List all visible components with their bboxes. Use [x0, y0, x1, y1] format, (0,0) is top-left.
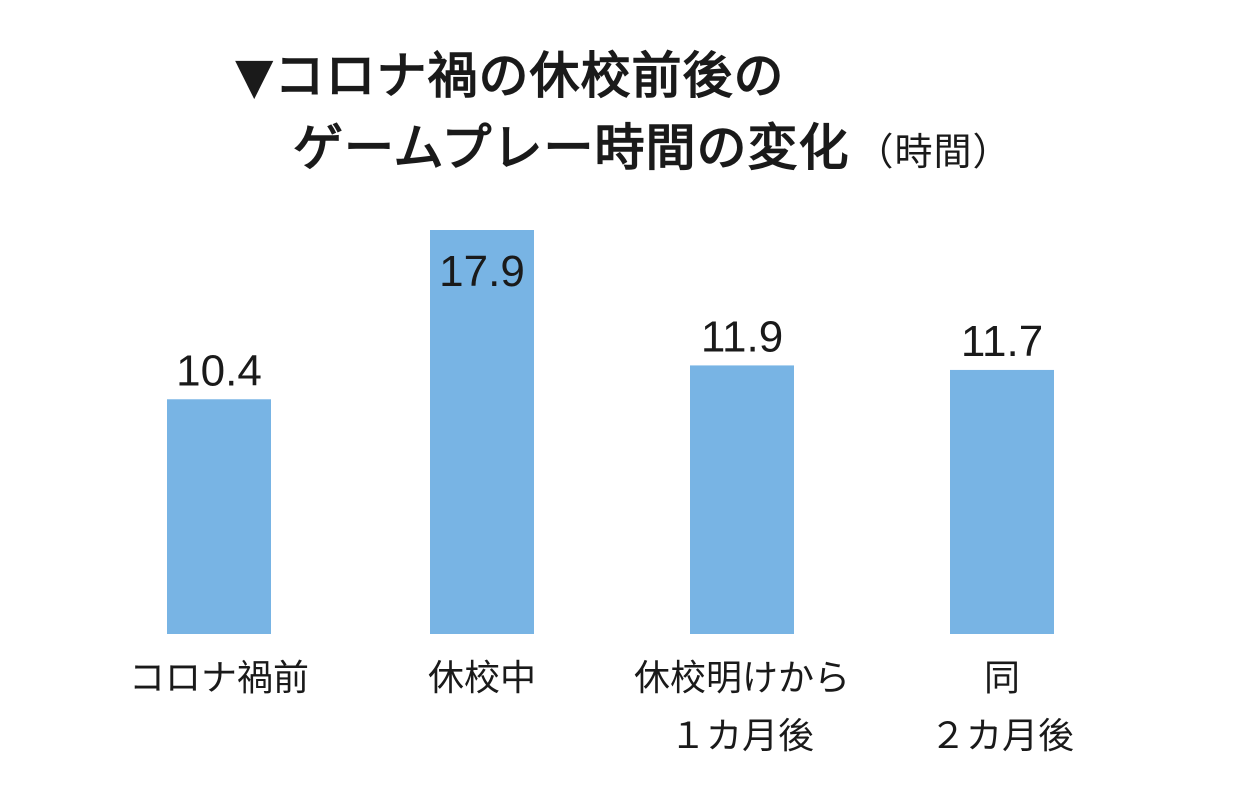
category-label-2-1: １カ月後: [670, 716, 814, 757]
category-label-1-0: 休校中: [428, 658, 536, 699]
value-label-2: 11.9: [701, 312, 783, 361]
bar-1: [430, 230, 534, 634]
category-label-0-0: コロナ禍前: [129, 658, 309, 699]
value-label-3: 11.7: [961, 317, 1043, 366]
bar-2: [690, 365, 794, 634]
chart-title-line-2-text: ゲームプレー時間の変化: [293, 119, 850, 177]
chart-title-line-2: ゲームプレー時間の変化 （時間）: [235, 112, 1012, 188]
value-label-1: 17.9: [439, 247, 525, 296]
chart-title: ▼コロナ禍の休校前後の ゲームプレー時間の変化 （時間）: [235, 40, 1012, 188]
chart-title-line-1: ▼コロナ禍の休校前後の: [235, 47, 785, 105]
category-label-3-0: 同: [984, 658, 1020, 699]
unit-label: （時間）: [855, 130, 1012, 174]
value-label-0: 10.4: [176, 346, 262, 395]
bar-3: [950, 369, 1054, 634]
category-label-2-0: 休校明けから: [634, 658, 850, 699]
bar-0: [167, 399, 271, 634]
category-label-3-1: ２カ月後: [930, 716, 1074, 757]
